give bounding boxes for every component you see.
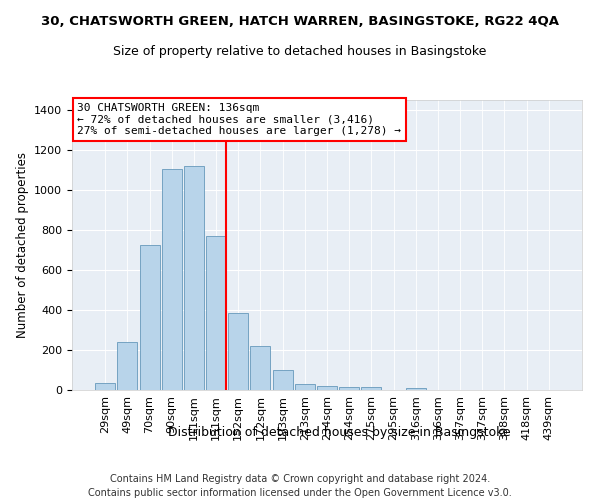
Text: Distribution of detached houses by size in Basingstoke: Distribution of detached houses by size … [167, 426, 511, 439]
Bar [272, 370, 293, 390]
Bar [184, 166, 204, 390]
Bar [250, 346, 271, 390]
Bar [317, 386, 337, 390]
Bar [95, 383, 115, 390]
Text: Size of property relative to detached houses in Basingstoke: Size of property relative to detached ho… [113, 45, 487, 58]
Text: 30 CHATSWORTH GREEN: 136sqm
← 72% of detached houses are smaller (3,416)
27% of : 30 CHATSWORTH GREEN: 136sqm ← 72% of det… [77, 103, 401, 136]
Bar [140, 245, 160, 390]
Y-axis label: Number of detached properties: Number of detached properties [16, 152, 29, 338]
Bar [406, 388, 426, 390]
Bar [228, 313, 248, 390]
Bar [162, 169, 182, 390]
Bar [295, 384, 315, 390]
Text: Contains HM Land Registry data © Crown copyright and database right 2024.
Contai: Contains HM Land Registry data © Crown c… [88, 474, 512, 498]
Bar [339, 387, 359, 390]
Bar [206, 236, 226, 390]
Text: 30, CHATSWORTH GREEN, HATCH WARREN, BASINGSTOKE, RG22 4QA: 30, CHATSWORTH GREEN, HATCH WARREN, BASI… [41, 15, 559, 28]
Bar [361, 387, 382, 390]
Bar [118, 342, 137, 390]
